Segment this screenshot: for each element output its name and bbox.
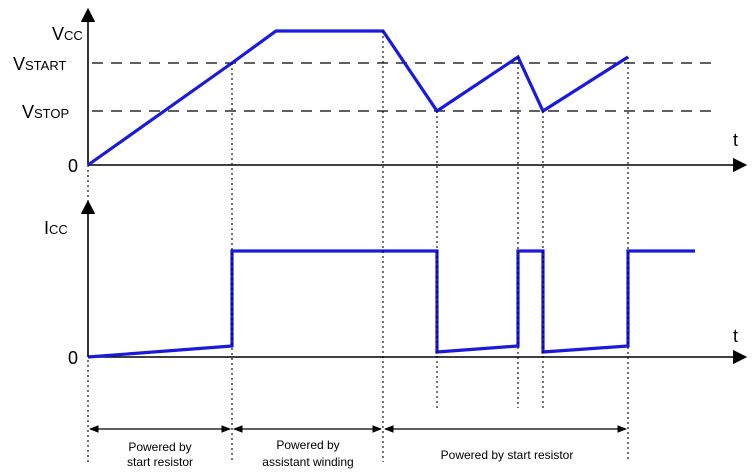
vcc-axis-label: VCC: [52, 24, 83, 44]
phase-1-line2: start resistor: [127, 455, 193, 469]
phase-1-line1: Powered by: [128, 440, 191, 454]
phase-annotations: Powered by start resistor Powered by ass…: [90, 429, 626, 469]
phase-3-line1: Powered by start resistor: [441, 448, 574, 462]
vcc-chart: VCC VSTART VSTOP 0 t: [13, 15, 740, 176]
vcc-waveform: [88, 31, 628, 165]
vcc-time-label: t: [733, 130, 738, 150]
phase-2-line1: Powered by: [276, 438, 339, 452]
vstart-label: VSTART: [13, 54, 66, 74]
icc-waveform: [88, 251, 695, 357]
icc-zero-label: 0: [68, 348, 78, 368]
vcc-zero-label: 0: [68, 156, 78, 176]
vstop-label: VSTOP: [22, 102, 69, 122]
phase-2-line2: assistant winding: [262, 455, 353, 469]
time-guides: [88, 31, 628, 462]
icc-chart: ICC 0 t: [44, 207, 740, 368]
icc-time-label: t: [733, 326, 738, 346]
icc-axis-label: ICC: [44, 218, 68, 238]
